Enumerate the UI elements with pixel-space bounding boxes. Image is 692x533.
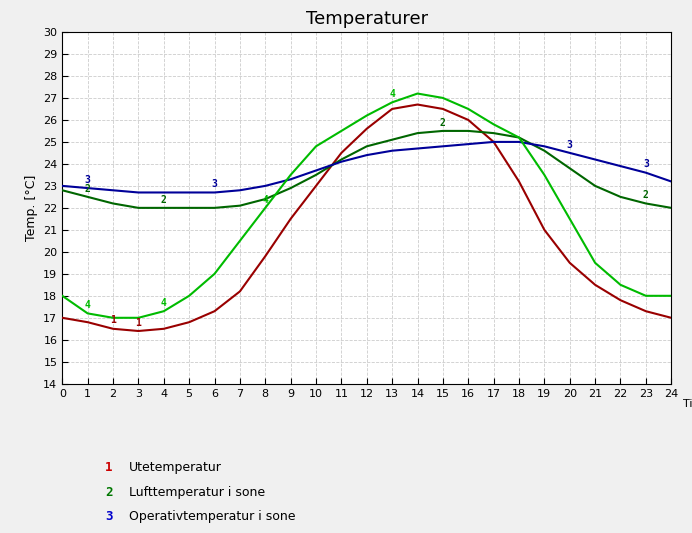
- Text: 1: 1: [110, 316, 116, 326]
- Text: 2: 2: [105, 486, 112, 499]
- Text: 2: 2: [643, 190, 649, 200]
- Text: 1: 1: [105, 461, 112, 474]
- Text: Lufttemperatur i sone: Lufttemperatur i sone: [129, 486, 266, 499]
- Text: 4: 4: [262, 195, 268, 205]
- Text: 4: 4: [161, 298, 167, 308]
- Text: 4: 4: [389, 89, 395, 99]
- Text: 2: 2: [440, 118, 446, 127]
- Text: Utetemperatur: Utetemperatur: [129, 461, 222, 474]
- Text: 3: 3: [212, 179, 217, 189]
- Text: Operativtemperatur i sone: Operativtemperatur i sone: [129, 511, 295, 523]
- Text: 3: 3: [105, 511, 112, 523]
- Text: 3: 3: [567, 140, 573, 150]
- Y-axis label: Temp. [°C]: Temp. [°C]: [25, 175, 37, 241]
- Text: 3: 3: [84, 175, 91, 185]
- Text: 4: 4: [84, 300, 91, 310]
- Text: 2: 2: [161, 195, 167, 205]
- Title: Temperaturer: Temperaturer: [306, 10, 428, 28]
- Text: 2: 2: [84, 183, 91, 193]
- Text: 3: 3: [643, 159, 649, 169]
- Text: Tid [h]: Tid [h]: [684, 398, 692, 408]
- Text: 1: 1: [136, 318, 141, 328]
